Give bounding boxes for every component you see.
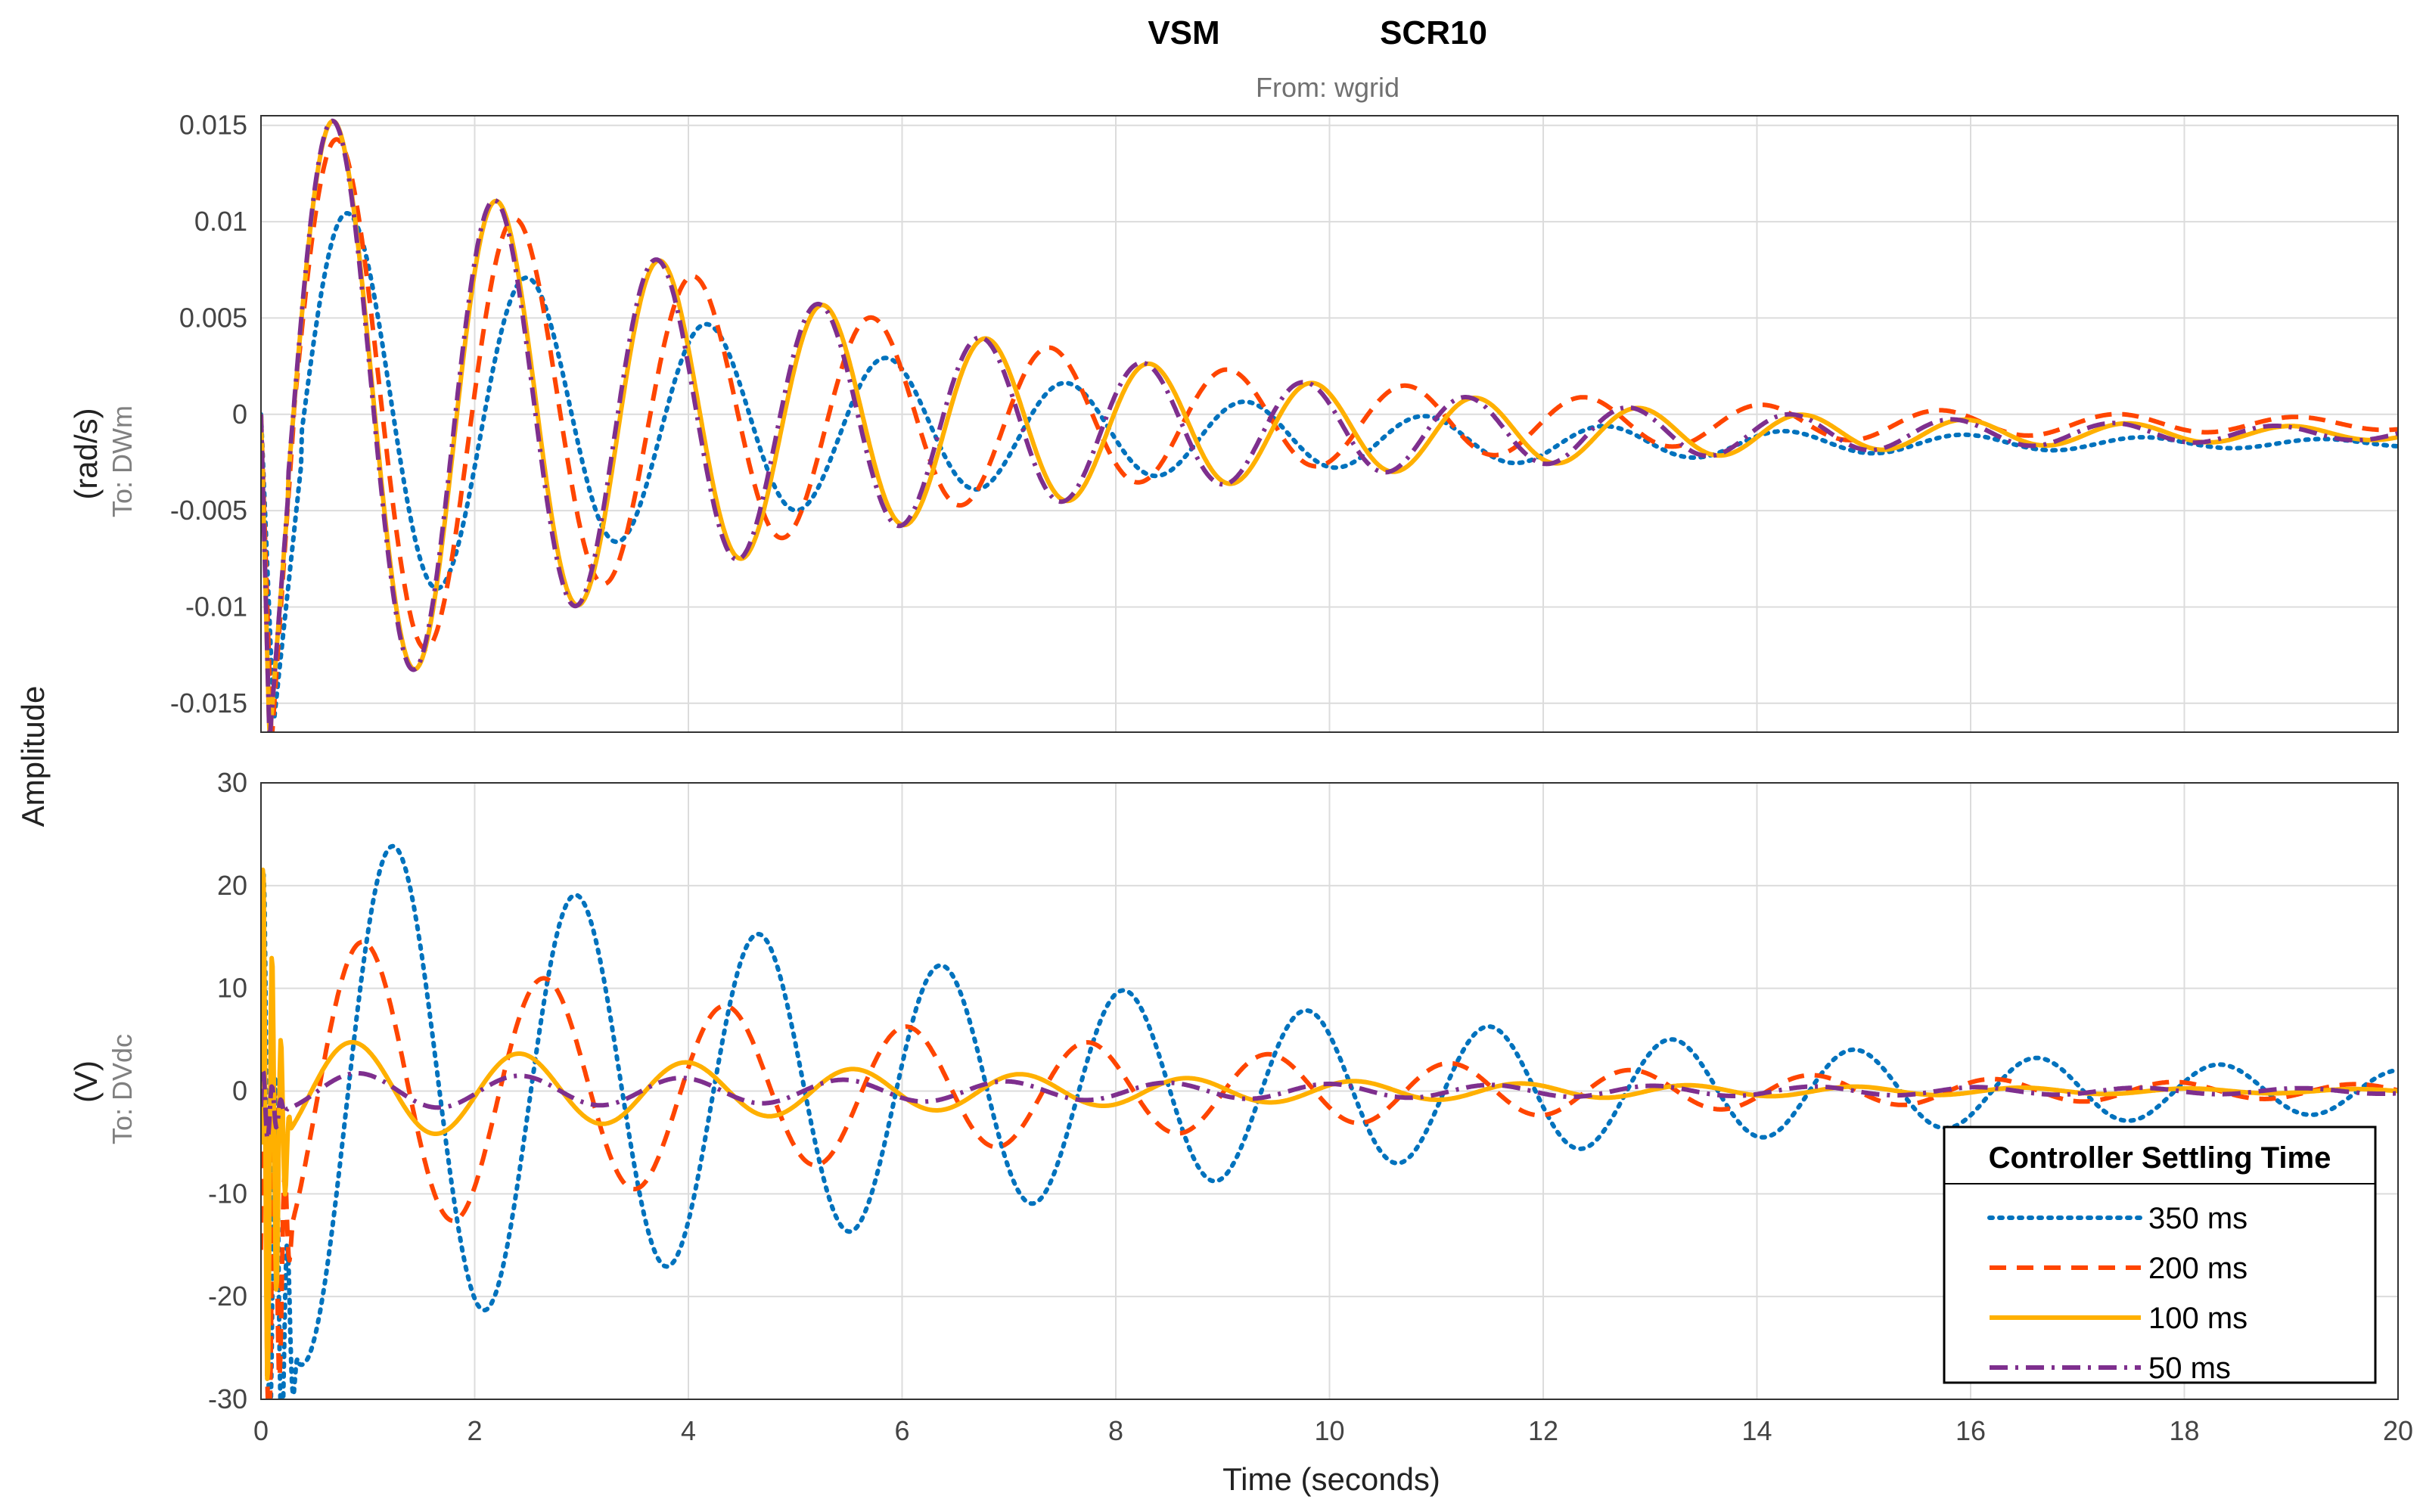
- legend-label: 200 ms: [2148, 1252, 2247, 1285]
- top-y-tick-label: 0.005: [179, 302, 247, 333]
- bottom-y-tick-label: 0: [232, 1076, 247, 1107]
- bottom-unit-label: (V): [68, 1060, 104, 1103]
- top-y-tick-label: 0.01: [194, 206, 247, 237]
- x-tick-label: 14: [1741, 1415, 1772, 1446]
- bottom-y-tick-label: 20: [217, 870, 247, 901]
- chart-title-right: SCR10: [1380, 14, 1487, 51]
- bottom-to-label: To: DVdc: [107, 1034, 138, 1144]
- chart-title-left: VSM: [1148, 14, 1219, 51]
- bottom-series-group: [261, 843, 2398, 1399]
- x-tick-label: 12: [1528, 1415, 1558, 1446]
- top-unit-label: (rad/s): [68, 408, 104, 499]
- chart-subtitle: From: wgrid: [1256, 72, 1399, 103]
- legend: Controller Settling Time 350 ms 200 ms 100…: [1943, 1125, 2377, 1385]
- bottom-series-50-ms: [261, 1069, 2398, 1141]
- top-series-350-ms: [261, 211, 2398, 720]
- x-tick-label: 2: [467, 1415, 482, 1446]
- top-y-tick-label: 0: [232, 399, 247, 430]
- x-tick-label: 6: [894, 1415, 909, 1446]
- top-series-200-ms: [261, 137, 2398, 732]
- legend-label: 350 ms: [2148, 1202, 2247, 1235]
- top-y-tick-label: -0.015: [170, 688, 247, 719]
- x-tick-label: 20: [2383, 1415, 2413, 1446]
- x-tick-label: 4: [681, 1415, 696, 1446]
- top-series-50-ms: [261, 118, 2398, 732]
- x-tick-label: 10: [1314, 1415, 1344, 1446]
- top-y-tick-label: 0.015: [179, 110, 247, 141]
- legend-title: Controller Settling Time: [1989, 1141, 2331, 1175]
- legend-label: 50 ms: [2148, 1352, 2231, 1385]
- x-tick-label: 16: [1955, 1415, 1986, 1446]
- bottom-series-350-ms: [261, 843, 2398, 1399]
- top-to-label: To: DWm: [107, 405, 138, 517]
- legend-label: 100 ms: [2148, 1302, 2247, 1335]
- x-tick-label: 18: [2169, 1415, 2199, 1446]
- bottom-series-200-ms: [261, 939, 2398, 1399]
- x-tick-label: 0: [253, 1415, 269, 1446]
- top-plot: -0.015 -0.01 -0.005 0 0.005 0.01 0.015: [170, 110, 2399, 733]
- common-ylabel: Amplitude: [15, 686, 51, 827]
- top-series-100-ms: [261, 119, 2398, 732]
- bottom-y-tick-label: -20: [208, 1281, 247, 1312]
- bottom-y-tick-label: 30: [217, 767, 247, 798]
- x-tick-labels: 0 2 4 6 8 10 12 14 16 18 20: [253, 1415, 2413, 1446]
- bottom-y-tick-label: 10: [217, 973, 247, 1004]
- top-y-tick-label: -0.01: [185, 591, 247, 622]
- bottom-y-tick-label: -10: [208, 1178, 247, 1209]
- x-tick-label: 8: [1108, 1415, 1123, 1446]
- legend-box: [1943, 1125, 2377, 1384]
- top-series-group: [261, 118, 2398, 732]
- top-y-tick-label: -0.005: [170, 495, 247, 526]
- top-plot-frame: [260, 115, 2399, 733]
- bottom-y-tick-label: -30: [208, 1383, 247, 1414]
- bottom-plot-frame: [260, 782, 2399, 1400]
- x-axis-label: Time (seconds): [1222, 1461, 1440, 1497]
